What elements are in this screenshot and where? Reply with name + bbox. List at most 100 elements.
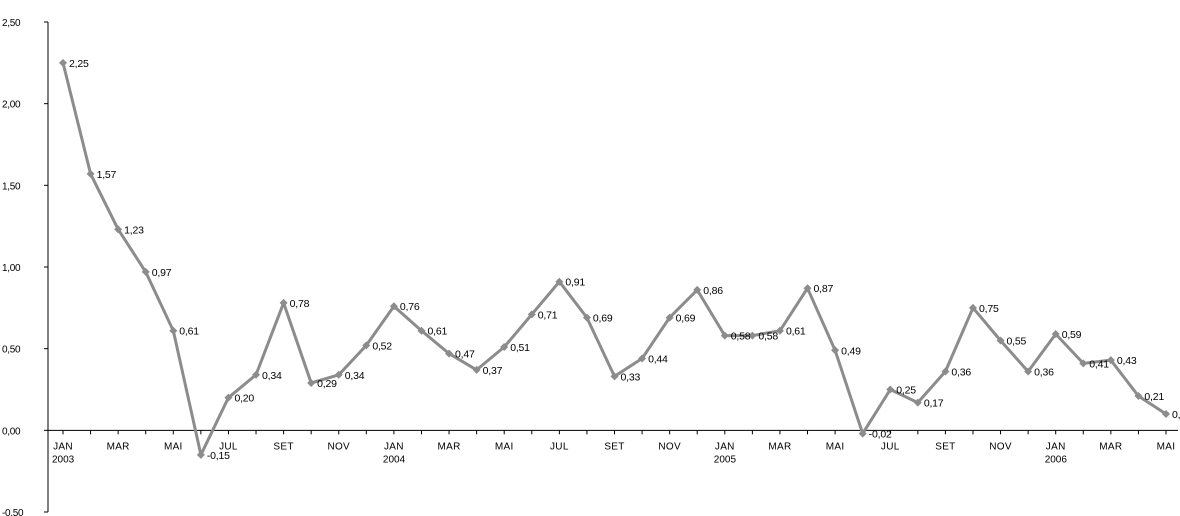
data-point-marker [86, 169, 95, 178]
x-tick-label: SET [604, 441, 624, 452]
data-point-marker [1106, 356, 1115, 365]
data-point-marker [886, 385, 895, 394]
data-point-marker [968, 303, 977, 312]
data-point-marker [610, 372, 619, 381]
x-tick-label: JAN [715, 441, 735, 452]
data-label: 1,57 [97, 169, 117, 181]
data-point-marker [472, 365, 481, 374]
x-tick-label: MAI [164, 441, 183, 452]
x-tick-label: JUL [550, 441, 569, 452]
data-point-marker [831, 346, 840, 355]
y-tick-label: -0,50 [2, 508, 24, 516]
data-point-marker [913, 398, 922, 407]
data-point-marker [638, 354, 647, 363]
x-tick-label: JAN [1046, 441, 1066, 452]
data-label: 0,33 [621, 371, 641, 383]
y-tick-label: 2,50 [2, 18, 21, 29]
data-label: 0,61 [786, 326, 806, 338]
data-point-marker [389, 302, 398, 311]
y-tick-label: 0,50 [2, 345, 21, 356]
data-point-marker [665, 313, 674, 322]
data-point-marker [417, 326, 426, 335]
data-point-marker [748, 331, 757, 340]
data-label: 0,34 [262, 370, 282, 382]
data-label: 0,61 [427, 326, 447, 338]
x-tick-label: JUL [881, 441, 900, 452]
data-point-marker [307, 378, 316, 387]
data-label: -0,15 [207, 450, 230, 462]
data-label: 0,86 [703, 285, 723, 297]
data-label: 0,43 [1117, 355, 1137, 367]
data-point-marker [445, 349, 454, 358]
data-label: 0,52 [372, 340, 392, 352]
x-tick-label: JAN [53, 441, 73, 452]
x-tick-label: NOV [327, 441, 350, 452]
data-point-marker [1079, 359, 1088, 368]
data-label: 0,91 [565, 277, 585, 289]
data-point-marker [334, 370, 343, 379]
data-point-marker [858, 429, 867, 438]
data-label: 0,47 [455, 349, 475, 361]
x-tick-label: JUL [219, 441, 238, 452]
data-label: 0,69 [676, 313, 696, 325]
data-label: 0,59 [1062, 329, 1082, 341]
x-tick-label: SET [273, 441, 293, 452]
y-tick-label: 0,00 [2, 426, 21, 437]
data-point-marker [141, 267, 150, 276]
data-label: 0,44 [648, 353, 668, 365]
data-point-marker [582, 313, 591, 322]
data-point-marker [1051, 329, 1060, 338]
data-point-marker [279, 298, 288, 307]
data-label: 0,20 [234, 393, 254, 405]
data-point-marker [169, 326, 178, 335]
data-label: 0,1 [1172, 409, 1180, 421]
data-point-marker [996, 336, 1005, 345]
x-tick-year-label: 2005 [714, 454, 737, 465]
data-label: 0,61 [179, 326, 199, 338]
data-label: 0,51 [510, 342, 530, 354]
data-label: 0,58 [731, 331, 751, 343]
data-point-marker [803, 284, 812, 293]
x-tick-label: MAI [495, 441, 514, 452]
data-point-marker [555, 277, 564, 286]
data-label: 0,71 [538, 309, 558, 321]
data-label: 0,78 [290, 298, 310, 310]
data-label: 0,17 [924, 398, 944, 410]
data-label: 1,23 [124, 224, 144, 236]
data-point-marker [362, 341, 371, 350]
data-point-marker [500, 343, 509, 352]
data-label: 0,25 [896, 385, 916, 397]
data-point-marker [196, 450, 205, 459]
x-tick-label: MAR [1099, 441, 1122, 452]
data-label: 0,75 [979, 303, 999, 315]
x-tick-year-label: 2006 [1045, 454, 1068, 465]
data-label: 0,87 [814, 283, 834, 295]
data-labels-group: 2,25 1,57 1,23 0,97 0,61 -0,15 0,20 0,34 0,78 0,2… [69, 58, 1180, 462]
y-axis: -0,50 0,00 0,50 1,00 1,50 2,00 2,50 [2, 18, 49, 516]
data-point-marker [693, 285, 702, 294]
y-tick-label: 1,50 [2, 181, 21, 192]
data-label: 0,21 [1144, 391, 1164, 403]
x-tick-label: MAR [107, 441, 130, 452]
data-label: 0,37 [483, 365, 503, 377]
x-tick-label: NOV [658, 441, 681, 452]
series-line-group [59, 58, 1170, 459]
data-point-marker [1024, 367, 1033, 376]
data-label: 0,36 [1034, 367, 1054, 379]
data-label: 0,36 [951, 367, 971, 379]
x-tick-label: MAR [437, 441, 460, 452]
data-label: 0,97 [152, 267, 172, 279]
data-point-marker [114, 225, 123, 234]
x-tick-label: MAI [826, 441, 845, 452]
x-tick-label: MAR [768, 441, 791, 452]
data-point-marker [59, 58, 67, 67]
x-tick-label: NOV [989, 441, 1012, 452]
data-label: 0,41 [1089, 358, 1109, 370]
data-label: 2,25 [69, 58, 89, 70]
x-tick-label: JAN [384, 441, 404, 452]
y-tick-label: 2,00 [2, 100, 21, 111]
y-tick-label: 1,00 [2, 263, 21, 274]
data-label: -0,02 [869, 429, 892, 441]
x-tick-label: MAI [1157, 441, 1176, 452]
